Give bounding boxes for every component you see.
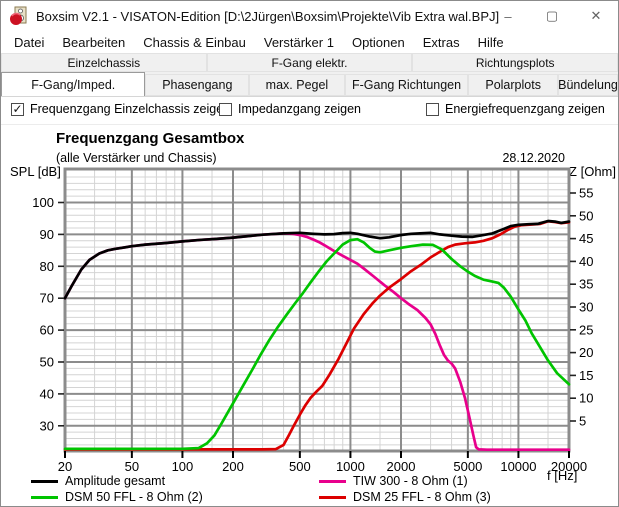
x-tick-label: 1000 [336,459,365,473]
y-right-axis-label: Z [Ohm] [569,164,616,179]
tab-f-gang-richtungen[interactable]: F-Gang Richtungen [344,74,469,96]
checkbox-label: Impedanzgang zeigen [238,102,362,116]
maximize-button-icon[interactable]: ▢ [545,8,559,23]
x-axis-label: f [Hz] [547,468,578,483]
y-right-tick-label: 20 [579,345,593,360]
y-right-tick-label: 30 [579,300,593,315]
y-right-tick-label: 35 [579,277,593,292]
menu-bar: Datei Bearbeiten Chassis & Einbau Verstärke… [1,31,618,53]
legend-entry-tiw-300-8-ohm-1: TIW 300 - 8 Ohm (1) [319,474,468,488]
menu-item-datei[interactable]: Datei [14,34,45,50]
legend-label: Amplitude gesamt [65,474,166,488]
tab-einzelchassis[interactable]: Einzelchassis [1,53,207,72]
x-tick-label: 2000 [387,459,416,473]
chart-title: Frequenzgang Gesamtbox [56,130,245,147]
tab-phasengang[interactable]: Phasengang [145,74,250,96]
y-right-tick-label: 15 [579,368,593,383]
x-tick-label: 20000 [551,459,587,473]
menu-item-chassis-einbau[interactable]: Chassis & Einbau [143,34,246,50]
y-left-tick-label: 40 [40,386,54,401]
frequency-response-plot: 100 90 80 70 60 50 40 30 55 50 45 40 35 30 25 20 15 10 5 20… [32,167,593,473]
menu-item-extras[interactable]: Extras [422,34,460,50]
plot-border [63,167,571,453]
menu-item-verst-rker-1[interactable]: Verstärker 1 [263,34,334,50]
checkbox-box-icon[interactable]: ✓ [11,101,24,116]
legend-entry-dsm-25-ffl-8-ohm-3: DSM 25 FFL - 8 Ohm (3) [319,490,491,504]
y-right-tick-label: 50 [579,208,593,223]
curve-dsm-50-ffl-8-ohm-2 [63,237,571,451]
checkbox-impedanzgang-zeigen[interactable]: Impedanzgang zeigen [219,102,361,116]
y-left-tick-label: 90 [40,227,54,242]
tab-row-views: F-Gang/Imped. Phasengang max. Pegel F-Gang … [1,72,618,97]
legend-label: DSM 25 FFL - 8 Ohm (3) [353,490,491,504]
y-right-tick-label: 55 [579,186,593,201]
curve-dsm-25-ffl-8-ohm-3 [63,219,571,451]
chart-date: 28.12.2020 [502,151,565,165]
x-tick-label: 200 [222,459,244,473]
x-tick-label: 100 [172,459,194,473]
close-button-icon[interactable]: ✕ [590,8,602,23]
curve-amplitude-gesamt [63,219,571,300]
menu-item-bearbeiten[interactable]: Bearbeiten [62,34,126,50]
legend-swatch-icon [319,479,346,483]
legend-swatch-icon [31,495,58,499]
tab-f-gang-elektr[interactable]: F-Gang elektr. [206,53,413,72]
legend-entry-amplitude-gesamt: Amplitude gesamt [31,474,165,488]
window-title: Boxsim V2.1 - VISATON-Edition [D:\2Jürge… [36,8,500,24]
checkbox-box-icon[interactable] [426,102,439,116]
y-left-tick-label: 80 [40,259,54,274]
chart-area: Frequenzgang Gesamtbox (alle Verstärker … [1,125,618,506]
checkbox-label: Frequenzgang Einzelchassis zeigen [30,102,231,116]
legend-label: DSM 50 FFL - 8 Ohm (2) [65,490,203,504]
x-tick-label: 5000 [453,459,482,473]
y-left-tick-label: 70 [40,291,54,306]
checkbox-box-icon[interactable] [219,102,232,116]
legend-swatch-icon [319,495,346,499]
tab-richtungsplots[interactable]: Richtungsplots [412,53,618,72]
y-left-tick-label: 50 [40,354,54,369]
y-right-tick-label: 45 [579,231,593,246]
checkbox-frequenzgang-einzelchassis-zeigen[interactable]: ✓ Frequenzgang Einzelchassis zeigen [11,102,230,116]
tab-row-category: Einzelchassis F-Gang elektr. Richtungsplot… [1,53,618,72]
y-left-tick-label: 100 [32,195,54,210]
menu-item-optionen[interactable]: Optionen [351,34,405,50]
y-right-tick-label: 40 [579,254,593,269]
menu-item-hilfe[interactable]: Hilfe [477,34,504,50]
x-tick-label: 500 [289,459,311,473]
x-tick-label: 20 [58,459,72,473]
legend-swatch-icon [31,479,58,483]
tab-f-gang-imped[interactable]: F-Gang/Imped. [1,72,146,96]
y-right-tick-label: 5 [579,414,586,429]
tab-b-ndelung[interactable]: Bündelung [558,74,618,96]
chart-subtitle: (alle Verstärker und Chassis) [56,151,217,165]
legend-label: TIW 300 - 8 Ohm (1) [353,474,468,488]
x-tick-label: 50 [125,459,139,473]
tab-max-pegel[interactable]: max. Pegel [249,74,345,96]
y-right-tick-label: 10 [579,391,593,406]
y-left-tick-label: 30 [40,418,54,433]
tab-polarplots[interactable]: Polarplots [468,74,558,96]
legend-entry-dsm-50-ffl-8-ohm-2: DSM 50 FFL - 8 Ohm (2) [31,490,203,504]
window-controls: – ▢ ✕ [486,1,618,31]
checkbox-energiefrequenzgang-zeigen[interactable]: Energiefrequenzgang zeigen [426,102,605,116]
title-bar: Boxsim V2.1 - VISATON-Edition [D:\2Jürge… [1,1,618,31]
checkbox-row: ✓ Frequenzgang Einzelchassis zeigen Impeda… [1,97,618,125]
checkbox-label: Energiefrequenzgang zeigen [445,102,605,116]
y-left-axis-label: SPL [dB] [10,164,61,179]
y-right-tick-label: 25 [579,322,593,337]
y-left-tick-label: 60 [40,323,54,338]
app-icon [10,6,27,25]
minimize-button-icon[interactable]: – [504,8,512,24]
x-tick-label: 10000 [500,459,536,473]
